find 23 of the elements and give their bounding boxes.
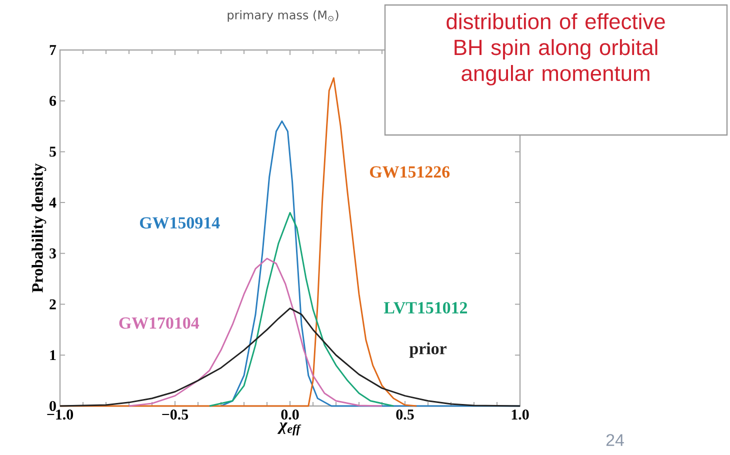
text: prior bbox=[409, 342, 446, 358]
x-axis-title: χ$_{eff}$ bbox=[277, 422, 302, 436]
y-tick-label: 3 bbox=[50, 248, 56, 258]
y-tick-label: 4 bbox=[49, 198, 56, 208]
x-tick-label: 1.0 bbox=[512, 410, 529, 420]
y-tick-label: 2 bbox=[50, 299, 56, 310]
series-label: GW170104 bbox=[119, 317, 200, 329]
x-tick-label: −0.5 bbox=[162, 410, 188, 420]
y-tick-label: 1 bbox=[50, 350, 56, 360]
text: LVT151012 bbox=[384, 302, 468, 314]
x-tick-label: 0.5 bbox=[396, 410, 414, 420]
series-label: GW151226 bbox=[370, 166, 450, 178]
text: primary mass (M$_{⊙}$) bbox=[228, 10, 338, 22]
x-tick-label: −1.0 bbox=[47, 410, 74, 420]
x-tick-label: 0.0 bbox=[281, 410, 299, 420]
chart-title: distribution of effective BH spin along orbital angular momentum bbox=[446, 13, 665, 86]
y-tick-label: 7 bbox=[50, 45, 56, 55]
y-tick-label: 5 bbox=[50, 146, 56, 157]
y-axis-title: Probability density bbox=[32, 163, 46, 292]
text: GW150914 bbox=[140, 217, 220, 229]
y-tick-label: 0 bbox=[50, 400, 56, 412]
y-tick-label: 6 bbox=[50, 96, 56, 106]
text: 24 bbox=[606, 434, 624, 446]
